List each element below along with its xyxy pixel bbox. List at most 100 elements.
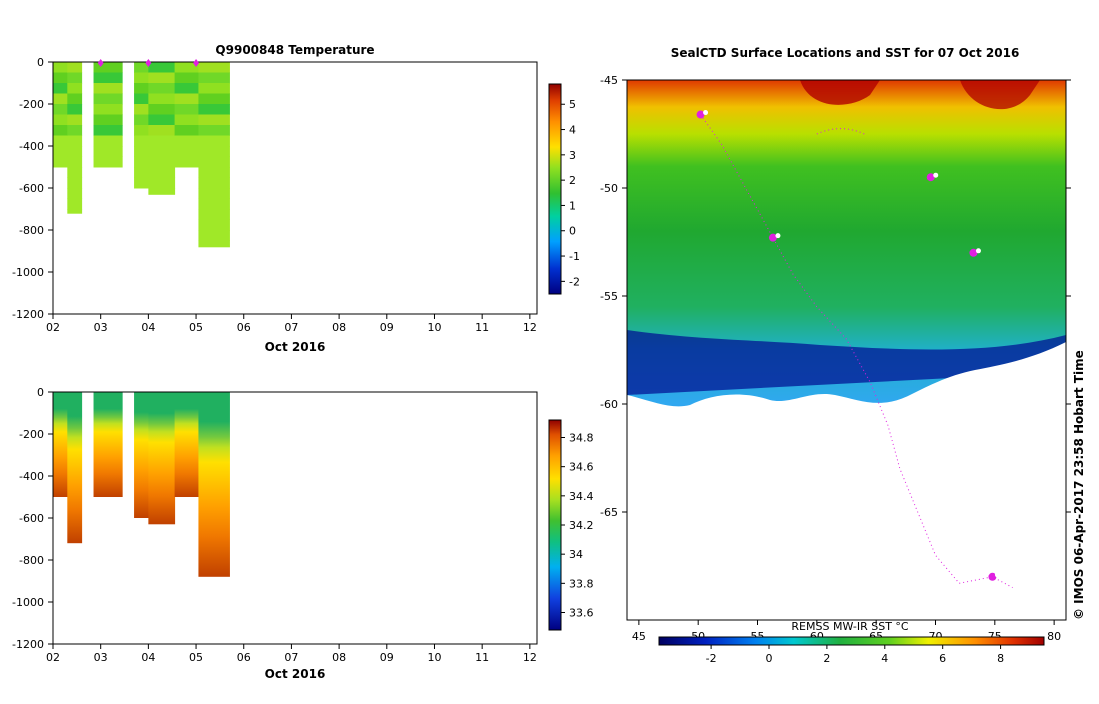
x-tick-label: 02: [46, 651, 60, 664]
temperature-cell: [174, 104, 199, 115]
map-axes-frame: [626, 79, 1067, 621]
credit-text: © IMOS 06-Apr-2017 23:58 Hobart Time: [1072, 350, 1086, 620]
temperature-cell: [53, 72, 68, 84]
sst-tick-label: 4: [881, 652, 888, 665]
x-tick-label: 11: [475, 321, 489, 334]
colorbar-tick-label: 0: [569, 225, 576, 238]
salinity-section-plot: 02 03 04 05 06 07 08 09 10 11 12 0 -200 -400 -600 -800…: [12, 386, 593, 681]
profile-marker: [145, 59, 152, 67]
sst-tick-label: 8: [997, 652, 1004, 665]
temperature-cell: [93, 156, 123, 168]
sst-colorbar-label: REMSS MW-IR SST °C: [791, 620, 909, 633]
x-tick-label: 05: [189, 651, 203, 664]
x-tick-label: 10: [427, 651, 441, 664]
temperature-cell: [93, 146, 123, 157]
seal-track-line: [816, 128, 865, 135]
cold-band: [627, 330, 1066, 395]
temperature-cell: [67, 72, 83, 84]
salinity-y-ticks: 0 -200 -400 -600 -800 -1000 -1200: [12, 386, 53, 651]
y-tick-label: -800: [19, 554, 44, 567]
temperature-cell: [134, 156, 149, 168]
warm-core: [960, 80, 1040, 110]
temperature-cell: [198, 93, 230, 105]
temperature-cell: [53, 146, 68, 157]
y-tick-label: -1200: [12, 308, 44, 321]
lat-tick-label: -55: [600, 290, 618, 303]
temperature-cell: [53, 114, 68, 126]
temperature-cell: [134, 167, 149, 178]
temperature-cell: [174, 125, 199, 136]
colorbar-tick-label: 3: [569, 149, 576, 162]
seal-location: [926, 173, 935, 182]
map-lat-ticks: -45 -50 -55 -60 -65: [600, 74, 1071, 519]
temperature-cell: [93, 62, 123, 73]
salinity-profile: [148, 392, 176, 525]
x-tick-label: 12: [523, 651, 537, 664]
temperature-cell: [134, 104, 149, 115]
temperature-cell: [198, 219, 230, 231]
temperature-cell: [67, 198, 83, 210]
temperature-cell: [53, 62, 68, 73]
temperature-cell: [198, 167, 230, 178]
temperature-cell: [148, 114, 176, 126]
temperature-cell: [174, 72, 199, 84]
x-tick-label: 11: [475, 651, 489, 664]
temperature-colorbar-ticks: 5 4 3 2 1 0 -1 -2: [561, 98, 580, 288]
x-tick-label: 08: [332, 321, 346, 334]
y-tick-label: -600: [19, 182, 44, 195]
temperature-cell: [198, 198, 230, 210]
temperature-section-plot: Q9900848 Temperature 02 03 04 05 06 07 08 09 10 1…: [12, 43, 580, 354]
temperature-cell: [174, 135, 199, 147]
seal-location: [988, 572, 997, 581]
salinity-xlabel: Oct 2016: [265, 667, 326, 681]
salinity-x-ticks: 02 03 04 05 06 07 08 09 10 11 12: [46, 644, 537, 664]
temperature-cell: [53, 156, 68, 168]
temperature-cell: [198, 125, 230, 136]
colorbar-tick-label: 34.6: [569, 461, 594, 474]
temperature-cell: [67, 125, 83, 136]
y-tick-label: 0: [37, 386, 44, 399]
temperature-x-ticks: 02 03 04 05 06 07 08 09 10 11 12: [46, 314, 537, 334]
y-tick-label: -1000: [12, 596, 44, 609]
temperature-cell: [93, 135, 123, 147]
temperature-cell: [134, 93, 149, 105]
temperature-cell: [134, 62, 149, 73]
profile-marker: [193, 59, 200, 67]
colorbar-tick-label: 33.8: [569, 577, 594, 590]
temperature-cell: [198, 177, 230, 189]
seal-location: [969, 248, 978, 257]
x-tick-label: 06: [237, 651, 251, 664]
x-tick-label: 05: [189, 321, 203, 334]
colorbar-tick-label: 34.4: [569, 490, 594, 503]
temperature-cell: [148, 177, 176, 189]
y-tick-label: -400: [19, 470, 44, 483]
temperature-cell: [198, 230, 230, 241]
x-tick-label: 04: [141, 651, 155, 664]
temperature-cell: [67, 209, 83, 214]
temperature-cell: [174, 146, 199, 157]
temperature-cell: [148, 62, 176, 73]
colorbar-tick-label: 33.6: [569, 607, 594, 620]
colorbar-tick-label: 34: [569, 548, 583, 561]
temperature-cell: [53, 83, 68, 94]
map-title: SealCTD Surface Locations and SST for 07…: [671, 46, 1020, 60]
temperature-cell: [67, 156, 83, 168]
temperature-cell: [198, 135, 230, 147]
temperature-cell: [134, 83, 149, 94]
temperature-cell: [148, 104, 176, 115]
salinity-profile: [93, 392, 123, 497]
y-tick-label: -400: [19, 140, 44, 153]
sst-tick-label: -2: [706, 652, 717, 665]
seal-location-marker: [975, 248, 981, 254]
temperature-cell: [174, 62, 199, 73]
colorbar-tick-label: 5: [569, 98, 576, 111]
temperature-cell: [198, 209, 230, 220]
temperature-cell: [93, 104, 123, 115]
temperature-cell: [148, 146, 176, 157]
temperature-cell: [67, 114, 83, 126]
temperature-cell: [67, 104, 83, 115]
salinity-profile: [198, 392, 230, 577]
salinity-profile: [53, 392, 68, 497]
lon-tick-label: 80: [1047, 630, 1061, 643]
